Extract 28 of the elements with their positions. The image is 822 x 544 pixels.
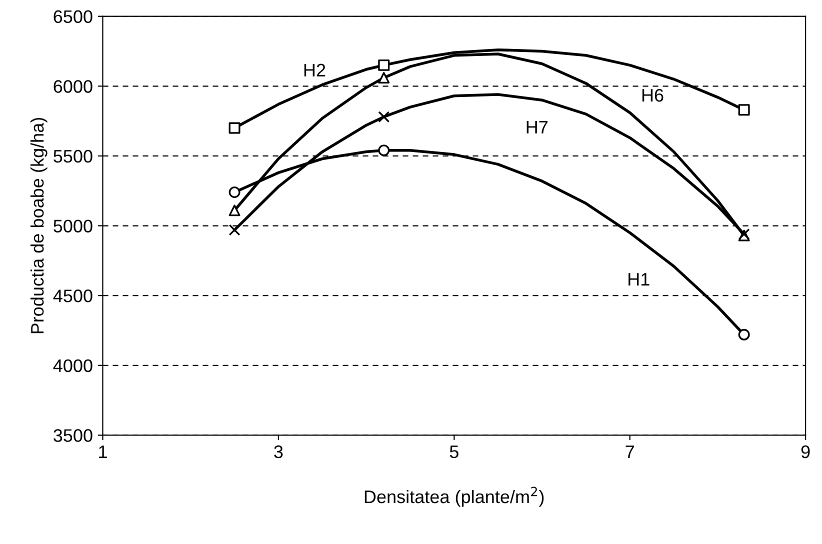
x-tick-label: 9 — [801, 445, 810, 458]
y-tick-label: 5500 — [54, 150, 92, 163]
point — [378, 111, 390, 123]
x-tick-label: 7 — [626, 446, 634, 458]
point — [378, 72, 390, 84]
series-label: H7 — [526, 121, 548, 134]
y-tick-label: 4500 — [53, 290, 92, 302]
y-tick-label: 3500 — [54, 429, 92, 442]
point — [378, 59, 390, 71]
x-tick-label: 5 — [450, 446, 458, 458]
y-axis-title: Productia de boabe (kg/ha) — [30, 118, 48, 334]
series-label: H6 — [642, 88, 664, 102]
y-tick-label: 4000 — [53, 359, 92, 372]
x-tick-label: 3 — [274, 445, 283, 458]
y-tick-label: 6500 — [54, 10, 92, 24]
x-tick-label: 1 — [99, 446, 107, 458]
point — [378, 144, 390, 156]
point — [228, 122, 240, 134]
point — [228, 204, 240, 216]
y-tick-label: 6000 — [54, 80, 92, 93]
x-axis-title: Densitatea (plante/m$^{2}$) — [364, 486, 544, 507]
point — [738, 104, 750, 116]
point — [228, 224, 240, 236]
y-tick-label: 5000 — [54, 220, 92, 232]
point — [738, 328, 750, 340]
series-label: H2 — [304, 64, 326, 76]
point — [228, 186, 240, 198]
series-label: H1 — [628, 273, 650, 286]
